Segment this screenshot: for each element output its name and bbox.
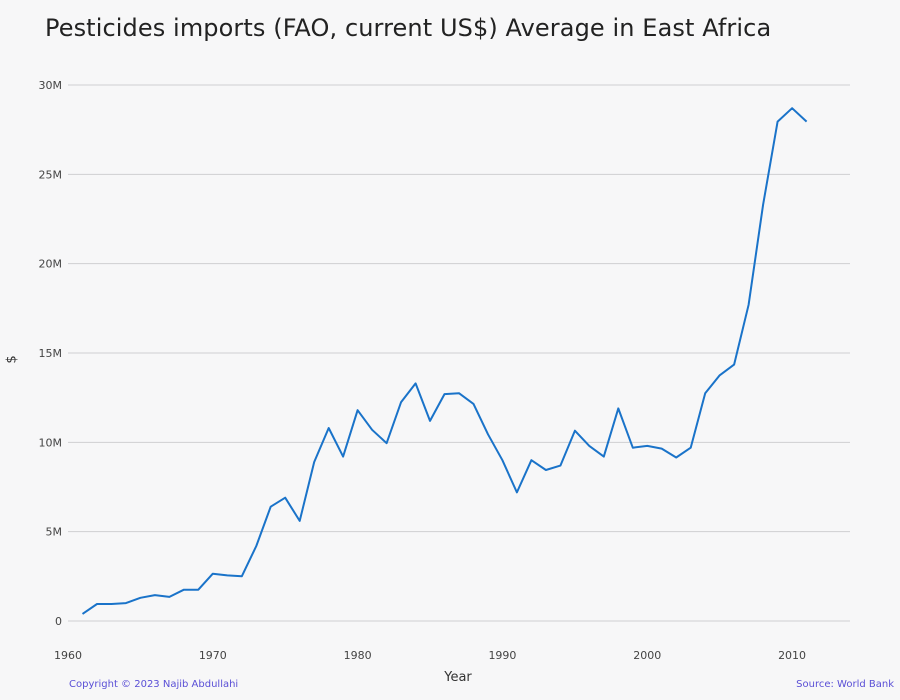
y-tick-label: 10M	[39, 436, 63, 449]
y-tick-label: 15M	[39, 347, 63, 360]
gridlines	[68, 84, 850, 622]
source-text: Source: World Bank	[796, 679, 894, 690]
y-tick-labels: 0 5M 10M 15M 20M 25M 30M	[39, 79, 63, 628]
y-tick-label: 25M	[39, 168, 63, 181]
x-tick-label: 2010	[778, 649, 806, 662]
x-axis-label: Year	[444, 670, 472, 685]
x-tick-label: 2000	[633, 649, 661, 662]
y-tick-label: 30M	[39, 79, 63, 92]
x-tick-label: 1980	[344, 649, 372, 662]
x-tick-labels: 1960 1970 1980 1990 2000 2010	[54, 649, 806, 662]
y-tick-label: 5M	[46, 526, 63, 539]
chart-title: Pesticides imports (FAO, current US$) Av…	[45, 14, 772, 42]
x-tick-label: 1990	[488, 649, 516, 662]
copyright-text: Copyright © 2023 Najib Abdullahi	[69, 679, 239, 690]
x-tick-label: 1960	[54, 649, 82, 662]
y-tick-label: 20M	[39, 258, 63, 271]
series-line	[81, 107, 808, 615]
y-tick-label: 0	[55, 615, 62, 628]
series-lines	[81, 107, 808, 615]
x-tick-label: 1970	[199, 649, 227, 662]
